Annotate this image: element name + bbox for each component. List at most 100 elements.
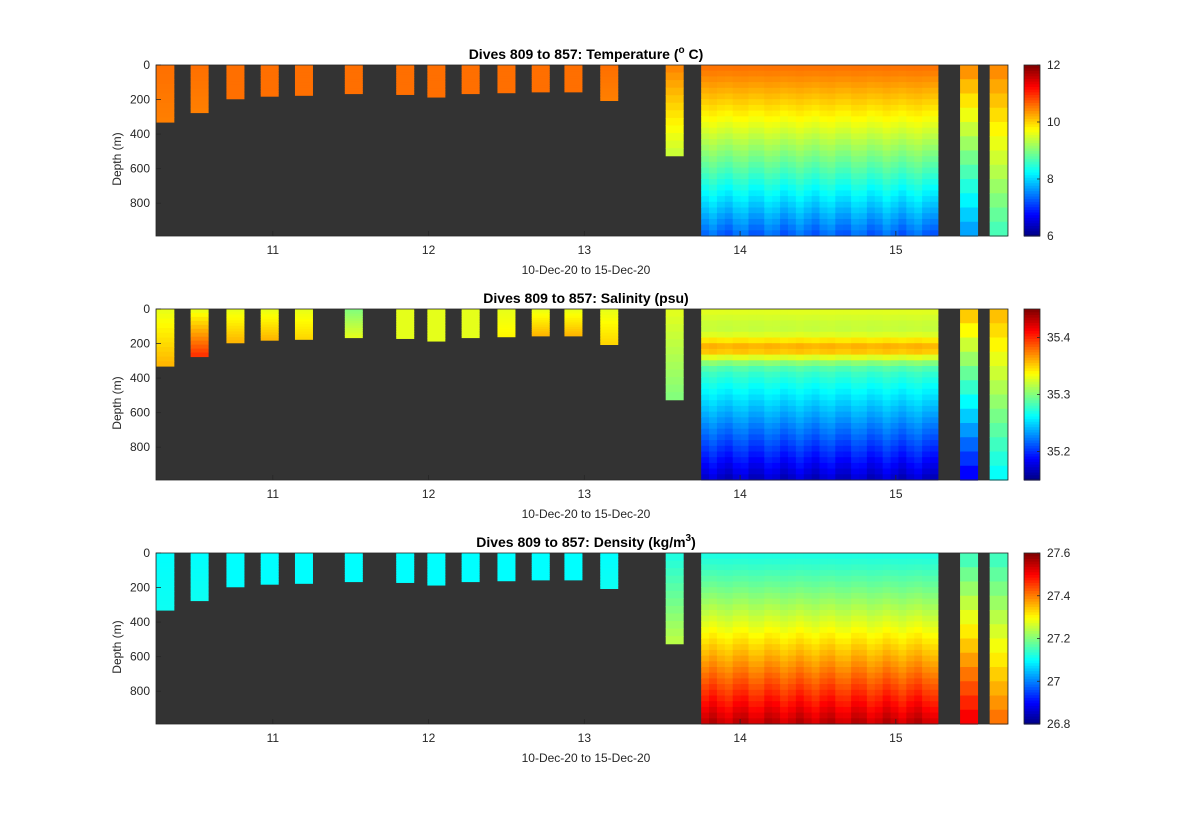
dense-cell bbox=[914, 133, 923, 140]
dense-cell bbox=[716, 343, 726, 350]
dense-cell bbox=[724, 394, 734, 401]
profile-cell bbox=[156, 572, 175, 578]
dense-cell bbox=[922, 575, 931, 582]
dense-cell bbox=[803, 110, 813, 117]
dense-cell bbox=[716, 474, 726, 481]
colorbar-cell bbox=[1024, 606, 1040, 610]
dense-cell bbox=[835, 156, 844, 163]
dense-cell bbox=[914, 167, 923, 174]
dense-cell bbox=[874, 337, 884, 344]
dense-cell bbox=[914, 326, 923, 333]
dense-cell bbox=[827, 76, 836, 83]
dense-cell bbox=[803, 672, 813, 679]
profile-cell bbox=[461, 65, 480, 68]
dense-cell bbox=[764, 99, 773, 106]
dense-cell bbox=[914, 581, 923, 588]
dense-cell bbox=[764, 684, 773, 691]
dense-cell bbox=[827, 144, 836, 151]
dense-cell bbox=[716, 592, 726, 600]
dense-cell bbox=[787, 457, 797, 464]
colorbar-cell bbox=[1024, 702, 1040, 706]
dense-cell bbox=[740, 701, 750, 708]
dense-cell bbox=[851, 695, 860, 702]
dense-cell bbox=[795, 718, 805, 725]
dense-cell bbox=[748, 667, 757, 674]
dense-cell bbox=[716, 440, 726, 447]
dense-cell bbox=[795, 712, 805, 719]
dense-cell bbox=[795, 93, 805, 100]
dense-cell bbox=[780, 451, 789, 458]
dense-cell bbox=[922, 179, 931, 186]
dense-cell bbox=[772, 451, 781, 458]
dense-cell bbox=[748, 201, 757, 208]
dense-cell bbox=[851, 116, 860, 123]
profile-cell bbox=[531, 309, 550, 312]
dense-cell bbox=[748, 161, 757, 169]
dense-cell bbox=[906, 196, 915, 203]
dense-cell bbox=[748, 213, 757, 220]
profile-cell bbox=[960, 337, 979, 353]
dense-cell bbox=[787, 337, 797, 344]
profile-cell bbox=[156, 98, 175, 104]
dense-cell bbox=[906, 156, 915, 163]
dense-cell bbox=[716, 428, 726, 435]
dense-cell bbox=[756, 672, 765, 679]
dense-cell bbox=[914, 598, 923, 605]
dense-cell bbox=[701, 558, 710, 565]
dense-cell bbox=[772, 213, 781, 220]
dense-cell bbox=[716, 184, 726, 191]
dense-cell bbox=[922, 110, 931, 117]
dense-cell bbox=[922, 655, 931, 662]
dense-cell bbox=[748, 184, 757, 191]
dense-cell bbox=[709, 474, 718, 481]
profile-cell bbox=[260, 314, 279, 318]
profile-cell bbox=[226, 95, 245, 100]
dense-cell bbox=[772, 468, 781, 475]
profile-cell bbox=[190, 324, 209, 330]
dense-cell bbox=[772, 190, 781, 197]
dense-cell bbox=[874, 689, 884, 696]
dense-cell bbox=[906, 423, 915, 430]
colorbar-cell bbox=[1024, 67, 1040, 71]
dense-cell bbox=[882, 592, 892, 600]
colorbar-cell bbox=[1024, 107, 1040, 112]
profile-cell bbox=[600, 326, 619, 331]
dense-cell bbox=[827, 110, 836, 117]
dense-cell bbox=[795, 417, 805, 424]
dense-cell bbox=[898, 667, 907, 674]
dense-cell bbox=[772, 331, 781, 338]
dense-cell bbox=[930, 366, 939, 373]
dense-cell bbox=[795, 644, 805, 651]
dense-cell bbox=[851, 468, 860, 475]
dense-cell bbox=[716, 383, 726, 390]
dense-cell bbox=[835, 331, 844, 338]
profile-cell bbox=[665, 140, 684, 149]
dense-cell bbox=[858, 610, 868, 617]
dense-cell bbox=[930, 457, 939, 464]
dense-cell bbox=[819, 706, 828, 714]
dense-cell bbox=[858, 655, 868, 662]
dense-cell bbox=[756, 434, 765, 441]
dense-cell bbox=[890, 93, 899, 100]
dense-cell bbox=[772, 87, 781, 94]
dense-cell bbox=[843, 127, 852, 134]
dense-cell bbox=[898, 558, 907, 565]
dense-cell bbox=[772, 718, 781, 725]
dense-cell bbox=[858, 445, 868, 452]
dense-cell bbox=[803, 632, 813, 639]
colorbar-tick-label: 27.6 bbox=[1047, 546, 1071, 560]
dense-cell bbox=[740, 156, 750, 163]
colorbar-cell bbox=[1024, 153, 1040, 157]
dense-cell bbox=[851, 87, 860, 94]
dense-cell bbox=[811, 65, 821, 72]
dense-cell bbox=[701, 326, 710, 333]
dense-cell bbox=[922, 127, 931, 134]
dense-cell bbox=[890, 354, 899, 361]
dense-cell bbox=[811, 564, 821, 571]
dense-cell bbox=[898, 400, 907, 407]
dense-cell bbox=[701, 377, 710, 384]
dense-cell bbox=[835, 224, 844, 231]
dense-cell bbox=[843, 644, 852, 651]
dense-cell bbox=[890, 661, 899, 668]
dense-cell bbox=[787, 667, 797, 674]
